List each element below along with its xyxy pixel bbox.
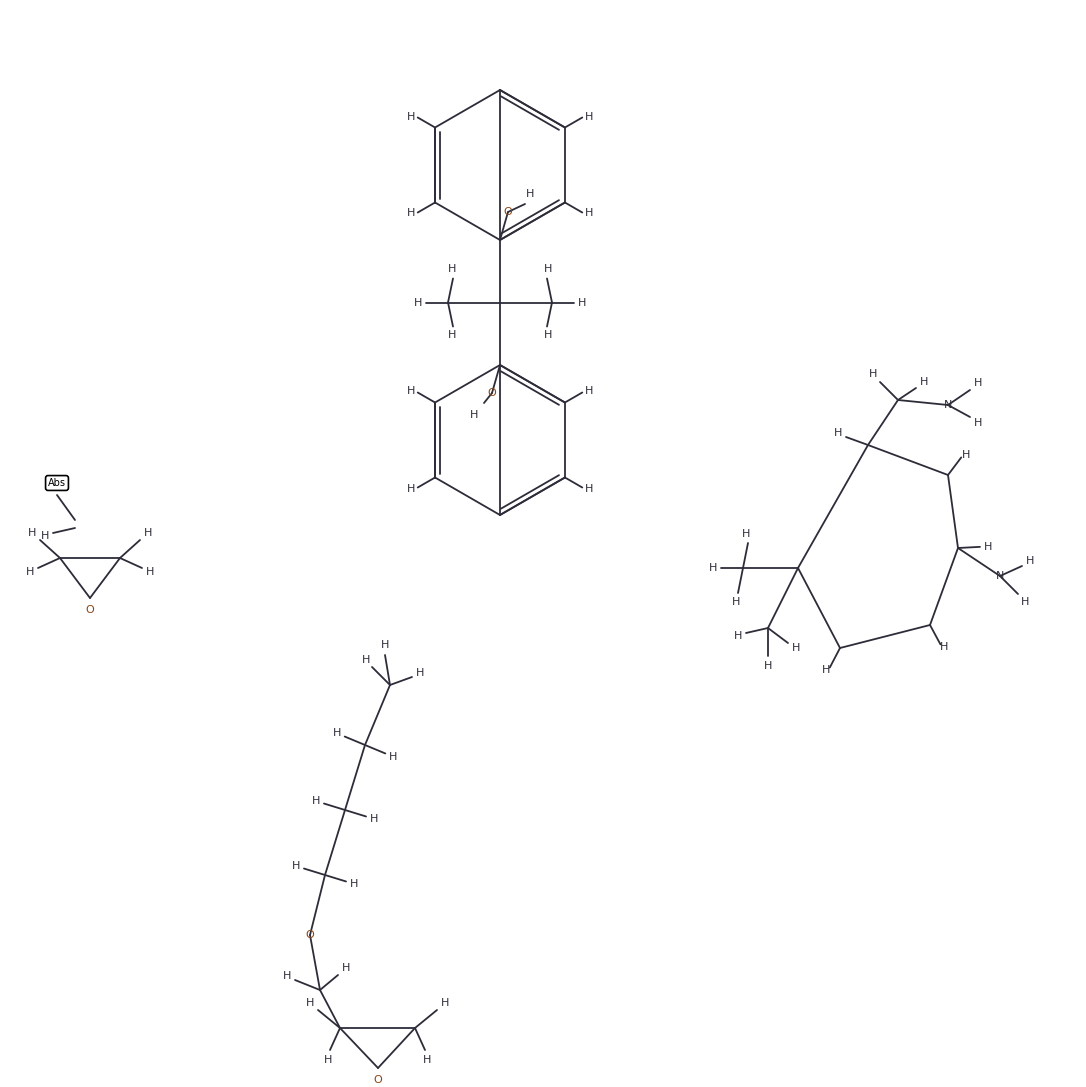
Text: H: H xyxy=(324,1055,332,1065)
Text: N: N xyxy=(944,400,952,410)
Text: H: H xyxy=(734,630,742,641)
Text: O: O xyxy=(488,388,496,398)
Text: H: H xyxy=(974,378,982,388)
Text: H: H xyxy=(585,387,593,397)
Text: H: H xyxy=(709,563,717,573)
Text: H: H xyxy=(822,665,831,675)
Text: H: H xyxy=(920,377,929,387)
Text: H: H xyxy=(447,330,456,340)
Text: H: H xyxy=(869,368,877,379)
Text: H: H xyxy=(792,644,800,653)
Text: O: O xyxy=(504,207,513,217)
Text: O: O xyxy=(305,930,314,940)
Text: H: H xyxy=(26,567,34,577)
Text: H: H xyxy=(143,528,152,538)
Text: H: H xyxy=(585,209,593,218)
Text: H: H xyxy=(414,298,422,308)
Text: H: H xyxy=(389,751,396,762)
Text: H: H xyxy=(742,529,750,539)
Text: O: O xyxy=(374,1075,382,1085)
Text: H: H xyxy=(585,484,593,493)
Text: H: H xyxy=(1021,597,1030,607)
Text: H: H xyxy=(362,655,370,665)
Text: H: H xyxy=(585,112,593,122)
Text: H: H xyxy=(406,112,415,122)
Text: H: H xyxy=(441,998,450,1008)
Text: H: H xyxy=(381,640,389,650)
Text: N: N xyxy=(996,571,1005,580)
Text: H: H xyxy=(406,484,415,493)
Text: H: H xyxy=(422,1055,431,1065)
Text: H: H xyxy=(406,387,415,397)
Text: H: H xyxy=(578,298,586,308)
Text: H: H xyxy=(312,796,320,807)
Text: H: H xyxy=(544,330,552,340)
Text: H: H xyxy=(974,418,982,428)
Text: H: H xyxy=(41,532,49,541)
Text: H: H xyxy=(544,264,552,275)
Text: H: H xyxy=(292,861,301,871)
Text: H: H xyxy=(962,450,970,460)
Text: H: H xyxy=(369,814,378,824)
Text: H: H xyxy=(342,963,350,973)
Text: H: H xyxy=(526,189,534,199)
Text: H: H xyxy=(333,728,341,738)
Text: H: H xyxy=(282,971,291,980)
Text: H: H xyxy=(732,597,741,607)
Text: O: O xyxy=(86,605,94,615)
Text: H: H xyxy=(28,528,36,538)
Text: H: H xyxy=(406,209,415,218)
Text: H: H xyxy=(834,428,842,438)
Text: H: H xyxy=(416,669,425,678)
Text: H: H xyxy=(447,264,456,275)
Text: Abs: Abs xyxy=(48,478,66,488)
Text: H: H xyxy=(146,567,154,577)
Text: H: H xyxy=(940,642,948,652)
Text: H: H xyxy=(1026,555,1034,566)
Text: H: H xyxy=(763,661,772,671)
Text: H: H xyxy=(306,998,314,1008)
Text: H: H xyxy=(470,410,478,420)
Text: H: H xyxy=(350,878,358,889)
Text: H: H xyxy=(984,541,993,552)
